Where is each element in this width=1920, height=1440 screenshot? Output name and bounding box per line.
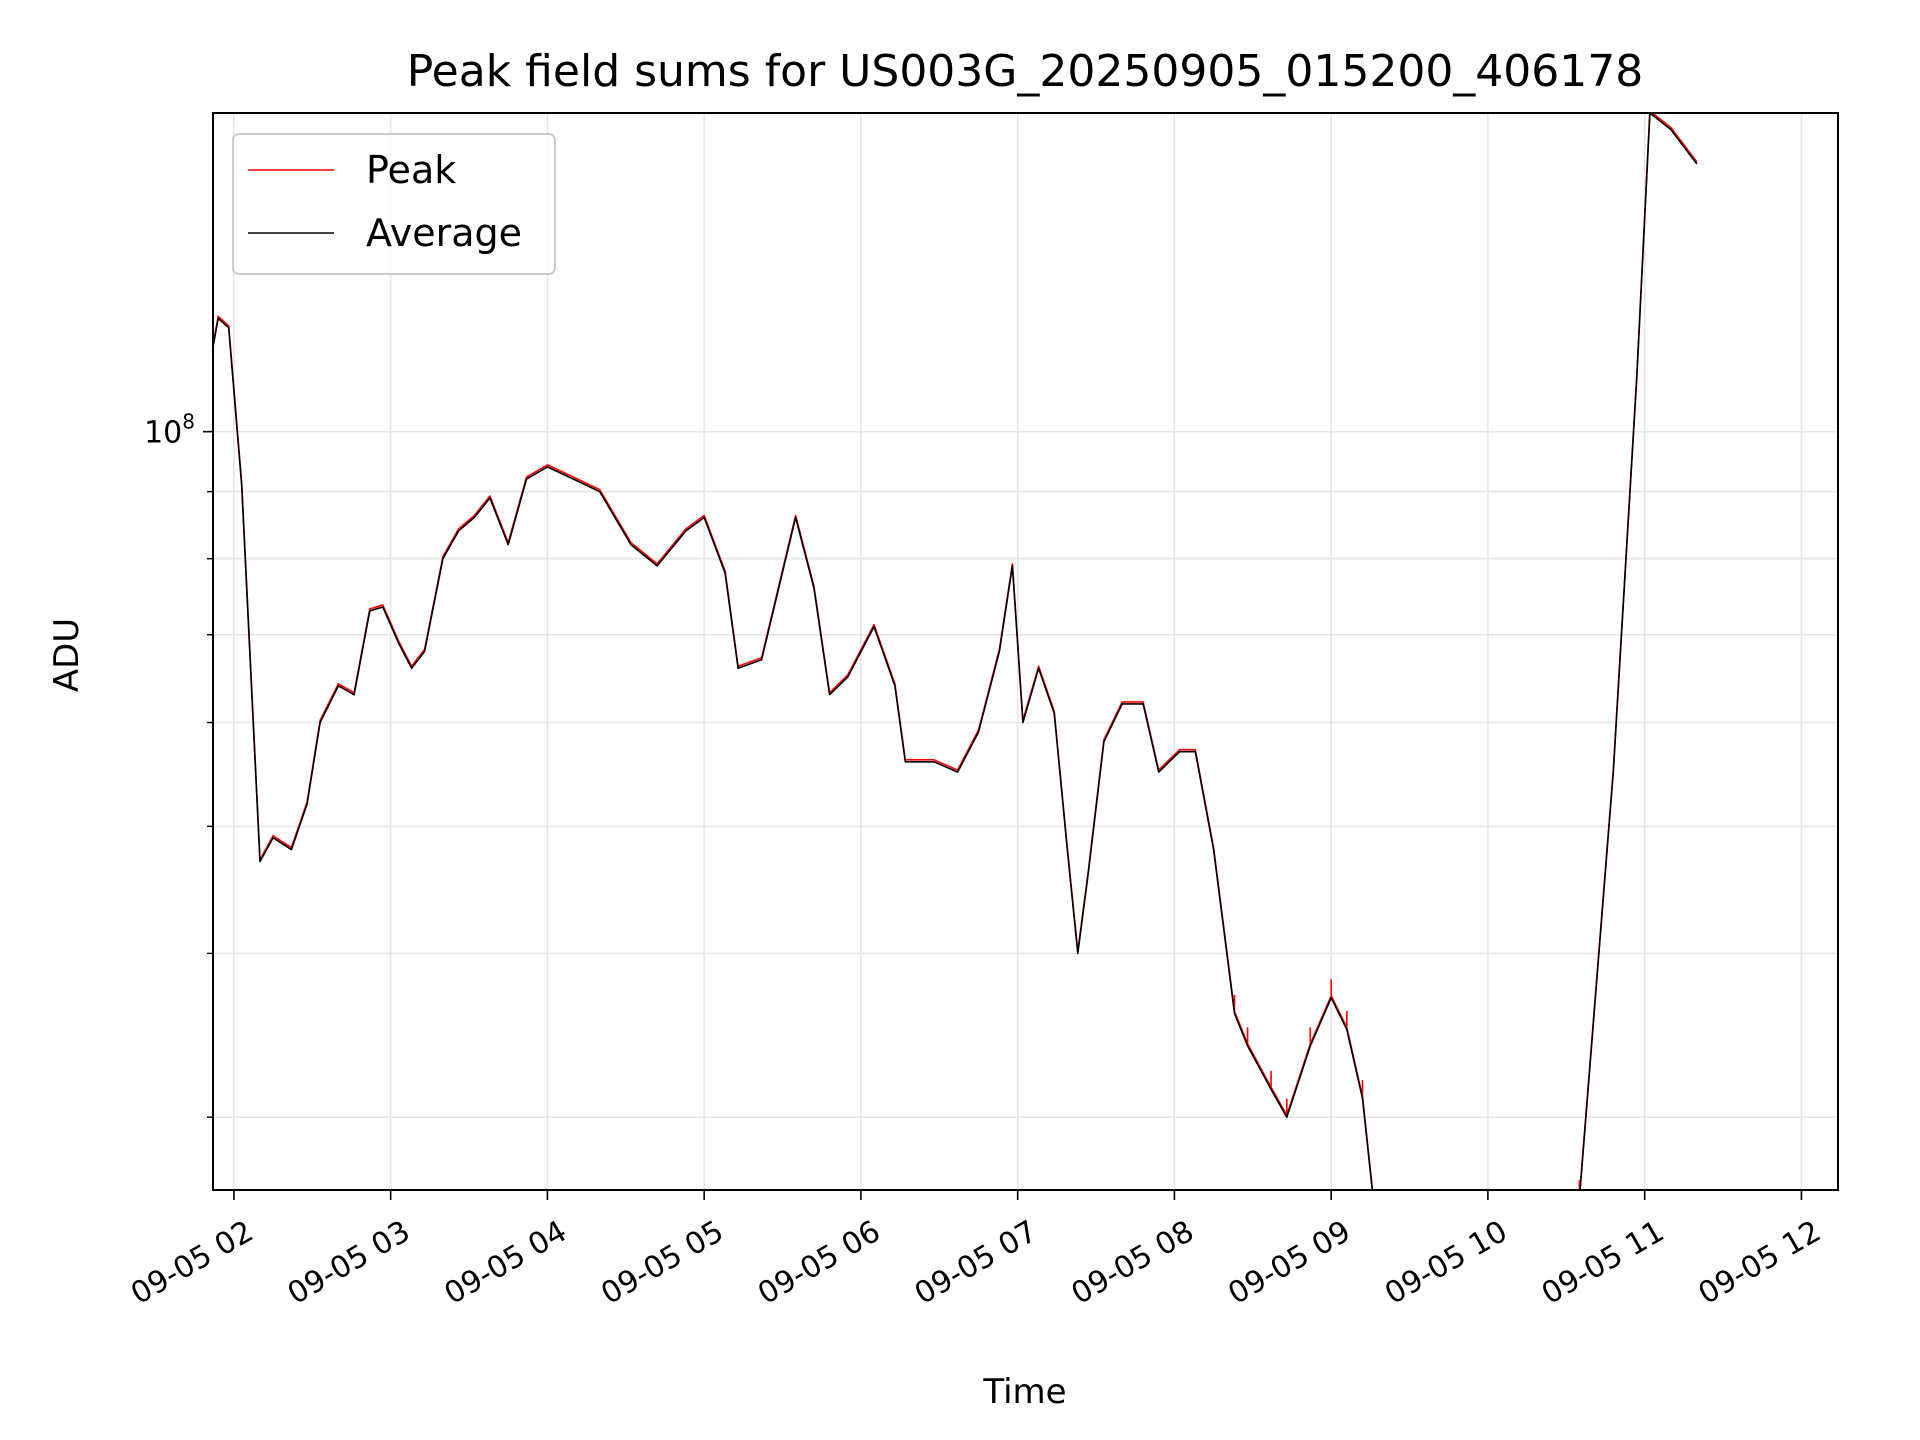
x-tick-label: 09-05 07 (909, 1214, 1043, 1312)
x-tick-label: 09-05 03 (282, 1214, 416, 1312)
y-tick-label: 108 (144, 410, 195, 451)
legend-average-label: Average (366, 211, 522, 255)
x-tick-label: 09-05 09 (1222, 1214, 1356, 1312)
chart-title: Peak field sums for US003G_20250905_0152… (407, 46, 1644, 97)
x-tick-label: 09-05 10 (1379, 1214, 1513, 1312)
legend-peak-label: Peak (366, 148, 456, 192)
legend-box (232, 133, 556, 275)
x-tick-label: 09-05 02 (125, 1214, 259, 1312)
x-tick-label: 09-05 12 (1693, 1214, 1827, 1312)
x-tick-label: 09-05 06 (752, 1214, 886, 1312)
series-average-line (213, 113, 1698, 1190)
y-axis-label: ADU (47, 618, 87, 692)
grid (213, 113, 1838, 1190)
plot-area-frame (212, 112, 1839, 1191)
x-tick-label: 09-05 11 (1536, 1214, 1670, 1312)
x-tick-label: 09-05 04 (439, 1214, 573, 1312)
legend: Peak Average (232, 133, 556, 275)
x-axis-label: Time (982, 1372, 1066, 1412)
axis-ticks: 09-05 02 09-05 03 09-05 04 09-05 05 09-05 06… (125, 410, 1827, 1312)
x-tick-label: 09-05 08 (1066, 1214, 1200, 1312)
series-layer (213, 113, 1698, 1190)
x-tick-label: 09-05 05 (595, 1214, 729, 1312)
